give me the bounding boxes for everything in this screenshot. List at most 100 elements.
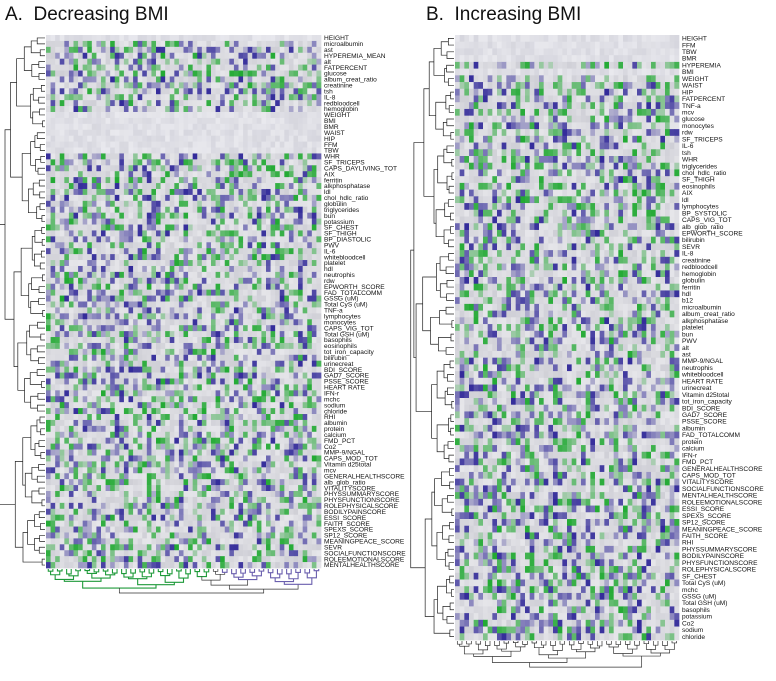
heatmap-cell (183, 473, 189, 480)
heatmap-cell (311, 52, 317, 60)
heatmap-cell (91, 52, 97, 60)
heatmap-cell (288, 135, 294, 142)
heatmap-cell (96, 100, 102, 107)
heatmap-cell (201, 194, 207, 202)
heatmap-cell (206, 508, 212, 516)
heatmap-cell (238, 372, 244, 379)
heatmap-cell (46, 307, 51, 314)
heatmap-cell (201, 437, 207, 444)
heatmap-cell (229, 58, 235, 65)
heatmap-cell (311, 496, 317, 504)
heatmap-cell (270, 194, 276, 202)
heatmap-cell (215, 153, 221, 160)
heatmap-cell (82, 206, 88, 214)
heatmap-cell (229, 366, 235, 373)
heatmap-cell (261, 177, 267, 184)
heatmap-cell (91, 437, 97, 444)
heatmap-cell (110, 491, 116, 498)
heatmap-cell (233, 384, 239, 391)
heatmap-cell (114, 200, 120, 208)
heatmap-cell (82, 159, 88, 166)
heatmap-cell (68, 159, 74, 166)
heatmap-cell (156, 129, 161, 137)
heatmap-cell (316, 325, 322, 332)
heatmap-cell (142, 94, 148, 101)
heatmap-cell (197, 100, 203, 107)
heatmap-cell (46, 52, 51, 60)
heatmap-cell (105, 277, 111, 285)
heatmap-cell (123, 419, 129, 427)
heatmap-cell (59, 337, 65, 344)
heatmap-cell (298, 277, 304, 285)
heatmap-cell (206, 473, 212, 480)
heatmap-cell (238, 455, 244, 462)
heatmap-cell (288, 212, 294, 219)
heatmap-cell (146, 348, 152, 356)
heatmap-cell (229, 265, 235, 273)
heatmap-cell (151, 366, 157, 373)
heatmap-cell (68, 147, 74, 154)
heatmap-cell (59, 212, 65, 219)
heatmap-cell (270, 514, 276, 521)
heatmap-cell (73, 514, 79, 521)
heatmap-cell (91, 414, 97, 421)
heatmap-cell (73, 461, 79, 468)
heatmap-cell (238, 100, 244, 107)
heatmap-cell (169, 35, 175, 42)
heatmap-cell (256, 502, 262, 510)
heatmap-cell (151, 449, 157, 456)
heatmap-cell (82, 171, 88, 178)
heatmap-cell (275, 248, 281, 255)
heatmap-cell (197, 52, 203, 60)
heatmap-cell (201, 159, 207, 166)
heatmap-cell (55, 390, 61, 397)
heatmap-cell (169, 94, 175, 101)
heatmap-cell (293, 289, 299, 296)
heatmap-cell (91, 372, 97, 379)
heatmap-cell (307, 479, 313, 486)
heatmap-cell (178, 100, 184, 107)
heatmap-cell (156, 165, 161, 172)
heatmap-cell (114, 301, 120, 308)
heatmap-cell (243, 461, 249, 468)
heatmap-cell (178, 337, 184, 344)
heatmap-cell (73, 100, 79, 107)
heatmap-cell (96, 402, 102, 409)
heatmap-cell (197, 177, 203, 184)
heatmap-cell (114, 408, 120, 415)
heatmap-cell (68, 265, 74, 273)
heatmap-cell (105, 248, 111, 255)
heatmap-cell (220, 283, 226, 290)
heatmap-cell (68, 485, 74, 492)
heatmap-cell (123, 295, 129, 302)
heatmap-cell (192, 337, 198, 344)
heatmap-cell (201, 206, 207, 214)
heatmap-cell (96, 129, 102, 137)
heatmap-cell (284, 331, 290, 338)
heatmap-cell (55, 508, 61, 516)
heatmap-cell (178, 508, 184, 516)
heatmap-cell (293, 348, 299, 356)
heatmap-cell (233, 319, 239, 326)
heatmap-cell (119, 123, 125, 131)
heatmap-cell (105, 254, 111, 261)
heatmap-cell (256, 165, 262, 172)
heatmap-cell (284, 295, 290, 302)
heatmap-cell (188, 212, 194, 219)
heatmap-cell (233, 58, 239, 65)
heatmap-cell (91, 117, 97, 125)
heatmap-cell (64, 82, 70, 89)
heatmap-cell (252, 313, 258, 320)
heatmap-cell (165, 485, 171, 492)
heatmap-cell (197, 425, 203, 433)
heatmap-cell (224, 414, 230, 421)
heatmap-cell (252, 384, 258, 391)
heatmap-cell (266, 496, 271, 504)
heatmap-cell (174, 271, 180, 279)
heatmap-cell (119, 141, 125, 148)
heatmap-cell (96, 348, 102, 356)
heatmap-cell (266, 135, 271, 142)
heatmap-cell (123, 491, 129, 498)
heatmap-cell (68, 473, 74, 480)
heatmap-cell (238, 502, 244, 510)
